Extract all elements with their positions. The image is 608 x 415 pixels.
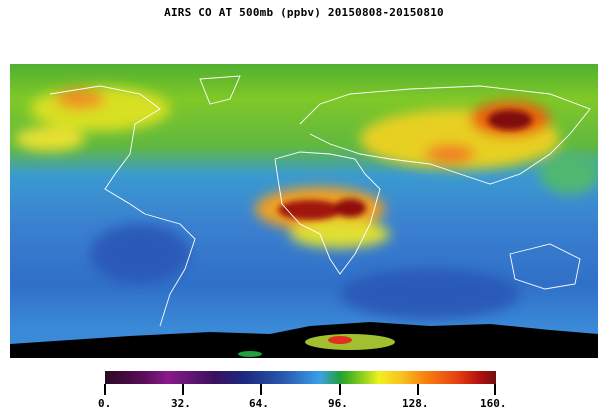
colorbar-tick-label: 0. bbox=[98, 397, 112, 410]
coastlines bbox=[49, 75, 591, 327]
map-title: AIRS CO AT 500mb (ppbv) 20150808-2015081… bbox=[164, 6, 444, 19]
colorbar-tick bbox=[494, 384, 496, 395]
colorbar-tick bbox=[182, 384, 184, 395]
co-hotspots bbox=[278, 110, 532, 220]
co-field bbox=[15, 87, 598, 319]
colorbar-tick bbox=[417, 384, 419, 395]
colorbar-tick-label: 32. bbox=[171, 397, 191, 410]
antarctica-missing-data bbox=[10, 322, 598, 358]
colorbar-tick-label: 128. bbox=[402, 397, 429, 410]
colorbar-tick-label: 96. bbox=[328, 397, 348, 410]
colorbar bbox=[105, 371, 496, 384]
colorbar-tick bbox=[339, 384, 341, 395]
colorbar-tick bbox=[260, 384, 262, 395]
colorbar-tick-label: 64. bbox=[249, 397, 269, 410]
colorbar-tick-label: 160. bbox=[480, 397, 507, 410]
colorbar-tick bbox=[104, 384, 106, 395]
co-concentration-map bbox=[10, 64, 598, 358]
